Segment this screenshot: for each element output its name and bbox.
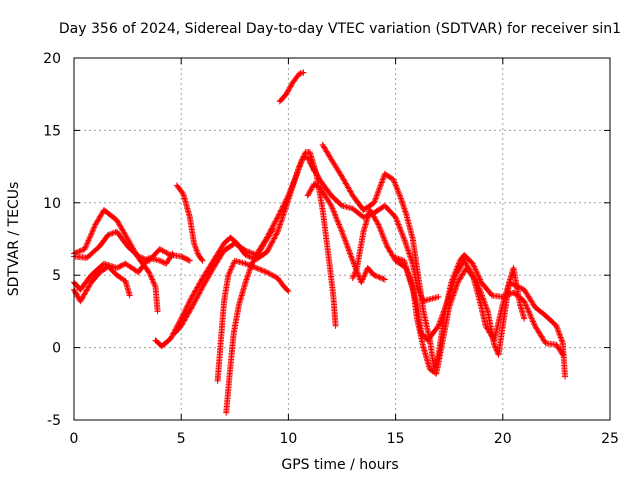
series-arc-9	[223, 225, 277, 416]
data-point-markers	[223, 225, 277, 416]
series-layer	[71, 69, 568, 416]
data-point-markers	[276, 69, 307, 105]
series-arc-2	[71, 263, 133, 305]
data-point-markers	[214, 257, 292, 384]
series-arc-7	[173, 182, 206, 264]
y-tick-label: 15	[43, 123, 61, 139]
chart-title: Day 356 of 2024, Sidereal Day-to-day VTE…	[59, 21, 621, 37]
x-tick-label: 10	[279, 431, 297, 447]
y-tick-label: 20	[43, 51, 61, 67]
plot-frame	[73, 57, 611, 421]
grid	[74, 58, 610, 420]
series-arc-11	[304, 181, 388, 286]
data-point-markers	[306, 159, 442, 305]
series-arc-6	[171, 153, 318, 337]
data-point-markers	[392, 254, 568, 380]
y-axis-title: SDTVAR / TECUs	[6, 182, 22, 297]
axes: 0 5 10 15 20 25 -5 0 5 10 15 20	[43, 51, 619, 447]
x-tick-label: 15	[387, 431, 405, 447]
y-tick-label: 10	[43, 196, 61, 212]
x-tick-label: 25	[601, 431, 619, 447]
y-tick-label: 0	[52, 341, 61, 357]
series-arc-4	[71, 250, 176, 293]
series-arc-8	[214, 257, 292, 384]
x-tick-label: 5	[177, 431, 186, 447]
series-arc-15	[392, 254, 568, 380]
data-point-markers	[173, 182, 206, 264]
x-tick-label: 20	[494, 431, 512, 447]
series-arc-10	[276, 69, 307, 105]
series-arc-13	[306, 159, 442, 305]
x-tick-label: 0	[70, 431, 79, 447]
y-tick-label: 5	[52, 268, 61, 284]
y-tick-label: -5	[47, 413, 61, 429]
x-axis-title: GPS time / hours	[281, 457, 398, 473]
